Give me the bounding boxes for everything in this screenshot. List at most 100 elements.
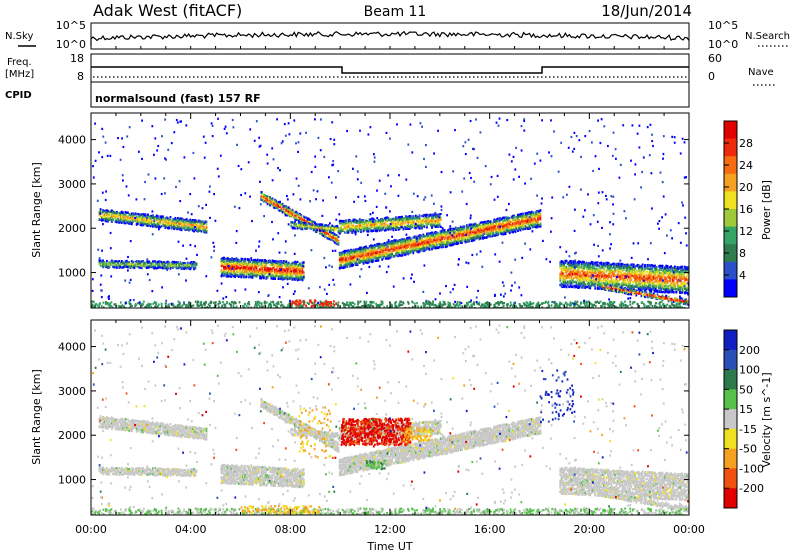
- power-cell: [454, 227, 457, 230]
- power-cell: [466, 225, 468, 228]
- power-cell: [484, 232, 487, 235]
- power-cell: [408, 247, 411, 250]
- power-cell: [115, 260, 118, 263]
- power-cell: [439, 243, 442, 246]
- power-cell: [272, 264, 275, 267]
- power-cell: [432, 236, 435, 240]
- power-cell: [241, 268, 244, 271]
- power-cell: [433, 238, 436, 241]
- power-cell: [225, 268, 228, 272]
- power-cell: [436, 235, 438, 238]
- power-cell: [451, 228, 453, 231]
- power-cell: [310, 224, 313, 227]
- power-cell: [281, 268, 284, 271]
- power-cell: [191, 265, 194, 268]
- power-cell: [145, 218, 148, 221]
- power-cell: [490, 222, 493, 225]
- power-cell: [233, 260, 235, 263]
- power-cell: [356, 248, 359, 251]
- power-cell: [477, 228, 479, 232]
- power-cell: [300, 277, 303, 281]
- power-cell: [254, 261, 256, 264]
- power-data: [91, 117, 689, 308]
- power-cell: [271, 198, 274, 201]
- power-cell: [104, 265, 107, 268]
- power-cell: [260, 261, 263, 264]
- power-cell: [228, 262, 230, 265]
- power-cell: [114, 260, 117, 263]
- power-cell: [358, 253, 361, 256]
- power-cell: [290, 211, 293, 214]
- power-cell: [177, 267, 179, 270]
- power-cell: [505, 216, 508, 219]
- power-cell: [275, 261, 278, 265]
- power-cell: [401, 238, 403, 241]
- power-cell: [284, 276, 286, 279]
- power-cell: [279, 263, 281, 266]
- power-cell: [492, 230, 494, 233]
- power-cell: [253, 259, 255, 262]
- power-cell: [173, 227, 175, 231]
- power-cell: [493, 233, 496, 236]
- power-cell: [269, 270, 271, 273]
- power-cell: [360, 258, 362, 261]
- power-cell: [129, 263, 132, 266]
- power-cell: [476, 231, 478, 234]
- power-cell: [304, 216, 306, 219]
- power-cell: [110, 213, 113, 216]
- power-cell: [240, 271, 243, 274]
- power-cell: [107, 209, 109, 213]
- power-cell: [180, 228, 183, 232]
- power-cell: [200, 223, 203, 226]
- power-cell: [164, 224, 167, 227]
- power-cell: [306, 220, 309, 223]
- power-cell: [248, 258, 250, 261]
- power-cell: [291, 221, 294, 224]
- power-cell: [292, 270, 295, 273]
- power-cell: [316, 227, 319, 230]
- power-cell: [472, 225, 474, 228]
- power-cell: [297, 268, 300, 271]
- power-cell: [276, 203, 279, 207]
- power-cell: [112, 219, 114, 222]
- power-cell: [408, 236, 411, 239]
- power-cell: [412, 245, 415, 249]
- power-cell: [319, 225, 321, 228]
- power-cell: [458, 227, 461, 230]
- power-cell: [494, 228, 497, 231]
- date-title: 18/Jun/2014: [601, 2, 692, 20]
- power-cell: [255, 259, 258, 262]
- power-cell: [426, 236, 428, 240]
- power-cell: [350, 249, 352, 253]
- power-cell: [155, 222, 158, 225]
- power-cell: [372, 258, 375, 261]
- power-cell: [292, 272, 295, 275]
- power-cell: [225, 267, 228, 270]
- power-cell: [424, 240, 427, 243]
- power-cell: [280, 277, 283, 280]
- power-cell: [426, 232, 428, 235]
- power-cell: [291, 213, 294, 216]
- power-cell: [376, 250, 379, 253]
- power-cell: [174, 261, 177, 264]
- power-cell: [101, 211, 103, 214]
- power-cell: [373, 256, 376, 259]
- power-cell: [461, 239, 463, 242]
- power-cell: [127, 261, 129, 264]
- power-cell: [277, 270, 280, 274]
- power-cell: [267, 267, 270, 270]
- power-cell: [186, 265, 189, 268]
- power-cell: [492, 224, 494, 227]
- power-cell: [130, 212, 133, 215]
- power-cell: [396, 246, 398, 249]
- power-cell: [127, 211, 129, 214]
- power-cell: [443, 242, 446, 245]
- power-cell: [351, 256, 354, 260]
- power-cell: [494, 229, 497, 233]
- power-cell: [467, 229, 469, 232]
- power-cell: [508, 229, 511, 232]
- power-cell: [423, 247, 426, 250]
- power-cell: [253, 260, 255, 263]
- power-cell: [301, 271, 304, 274]
- power-cell: [254, 258, 256, 261]
